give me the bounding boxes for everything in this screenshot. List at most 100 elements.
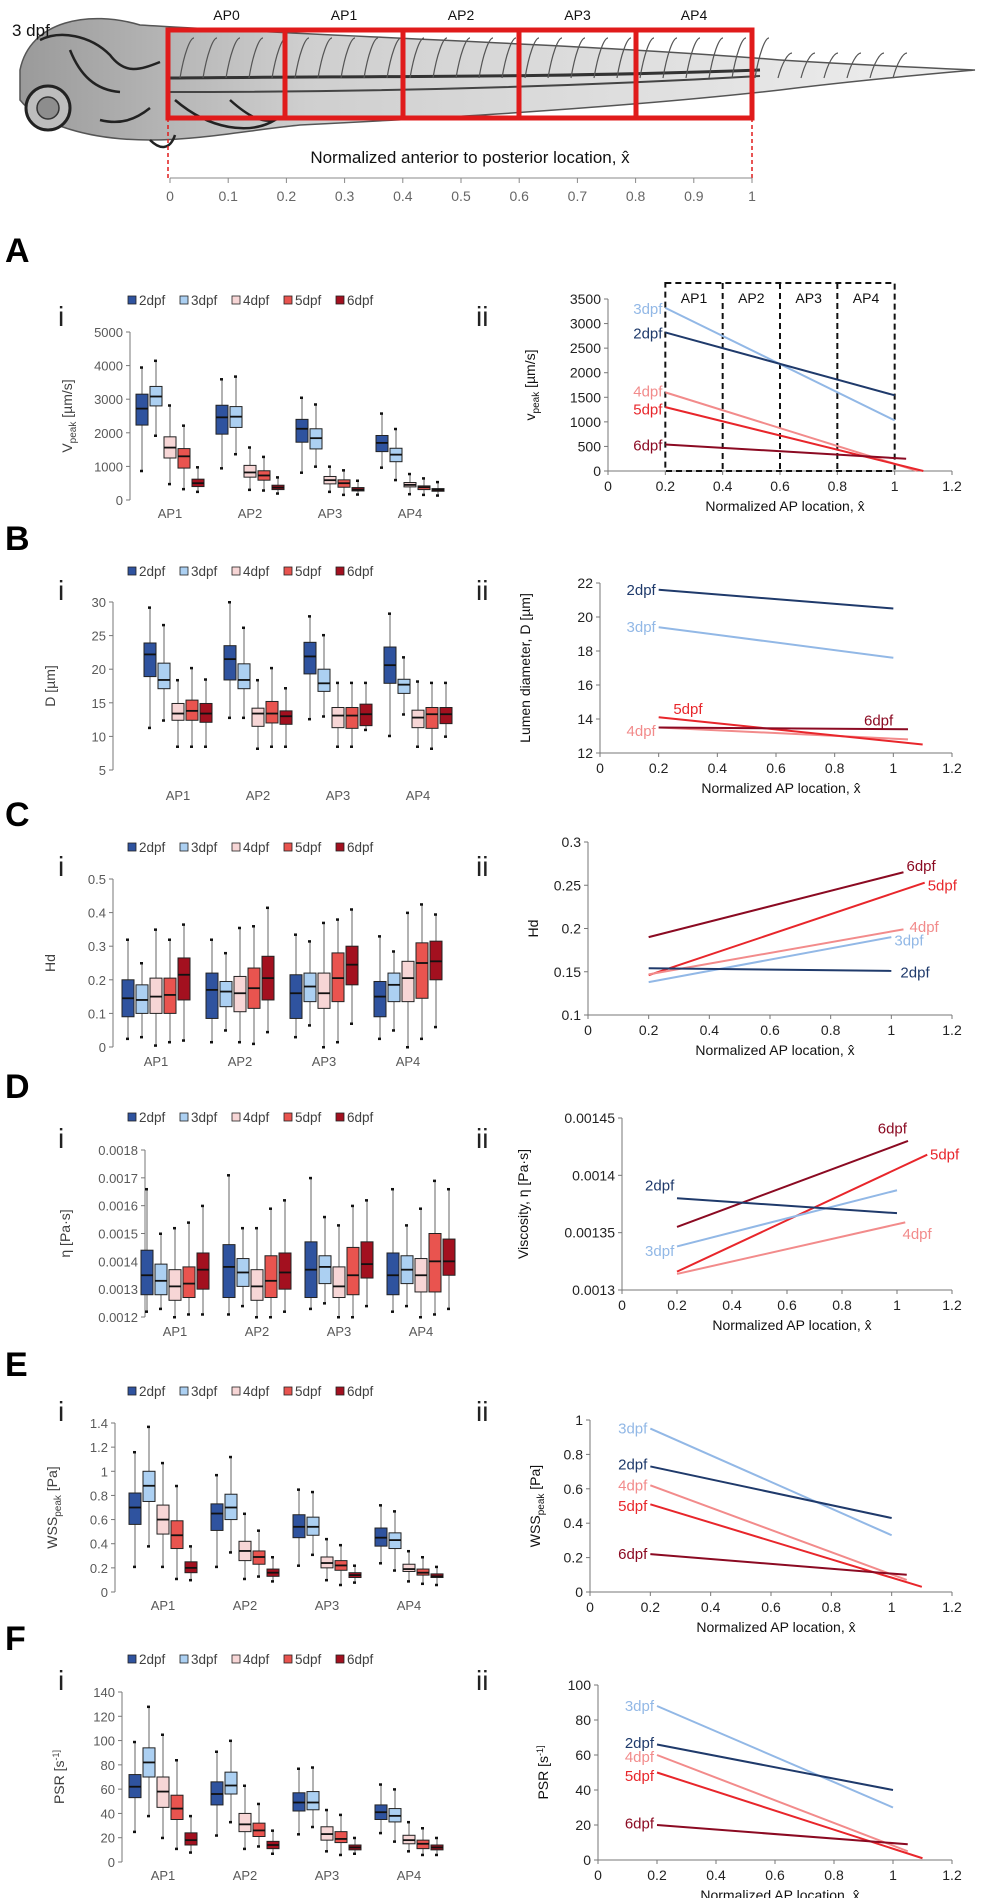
whisker-cap-max [351,1204,354,1208]
whisker-cap-min [308,1024,311,1027]
y-axis-label-rest: [Pa] [527,1465,543,1494]
intersegmental-vessel [639,37,655,79]
legend-label-4dpf: 4dpf [243,564,270,579]
whisker-cap-max [168,938,171,941]
series-label-2dpf: 2dpf [625,1735,655,1752]
box-3dpf-AP1 [142,1705,156,1818]
whisker-cap-max [444,681,447,685]
box-5dpf-AP1 [163,938,177,1044]
trend-line-2dpf [656,1743,894,1791]
series-label-6dpf: 6dpf [618,1546,648,1563]
subpanel-label: i [58,1123,64,1154]
box-4dpf-AP1 [149,928,163,1047]
whisker-cap-max [421,1555,424,1559]
box-5dpf-AP1 [177,424,191,491]
legend-label-4dpf: 4dpf [243,840,270,855]
boxplot-panel-F: Fi 2dpf 3dpf 4dpf 5dpf 6dpf 0 20 40 60 80 100 120 140… [5,1620,444,1883]
x-tick-label: 0.2 [639,1022,659,1038]
box-iqr [306,1791,320,1811]
box-4dpf-AP1 [163,404,177,486]
y-axis-label-rest: [µm/s] [59,379,75,421]
box-iqr [397,678,411,694]
x-tick-label: 0.6 [777,1297,797,1313]
whisker-cap-min [435,1583,438,1587]
whisker-cap-min [419,1316,422,1319]
whisker-cap-min [241,1304,244,1308]
whisker-cap-min [421,1582,424,1586]
trend-line-5dpf [676,1153,928,1273]
y-axis-label: Hd [525,920,541,938]
y-tick-label: 140 [93,1685,115,1700]
y-tick-label: 3000 [94,392,123,407]
whisker-cap-min [294,1035,297,1039]
series-label-5dpf: 5dpf [633,402,663,419]
whisker-cap-min [388,734,391,738]
y-tick-label: 1.2 [90,1440,108,1455]
whisker-cap-max [140,366,143,369]
whisker-cap-min [339,1583,342,1587]
whisker-cap-max [271,1829,274,1832]
box-iqr [182,1266,196,1299]
legend-swatch-5dpf [283,566,293,576]
whisker-cap-min [189,1851,192,1854]
box-4dpf-AP1 [168,1226,182,1319]
x-tick-label: 1 [889,760,897,776]
box-iqr [251,707,265,727]
box-iqr [135,393,149,426]
whisker-cap-min [379,1831,382,1835]
whisker-cap-max [154,359,157,363]
box-3dpf-AP3 [317,633,331,718]
series-label-2dpf: 2dpf [900,965,930,982]
whisker-cap-min [229,1551,232,1554]
whisker-cap-max [322,921,325,925]
x-tick-label: 0 [594,1867,602,1883]
x-tick-label: 0.4 [701,1599,721,1615]
box-6dpf-AP4 [430,1565,444,1587]
box-iqr [345,707,359,729]
box-iqr [279,710,293,725]
whisker-cap-min [266,1030,269,1034]
box-2dpf-AP3 [292,1767,306,1836]
box-5dpf-AP2 [252,1802,266,1848]
box-3dpf-AP3 [303,940,317,1027]
y-tick-label: 0.0014 [98,1254,138,1269]
box-4dpf-AP4 [414,1207,428,1319]
region-box-ap4 [633,27,755,121]
whisker-cap-max [393,1510,396,1513]
subpanel-label: ii [476,575,488,606]
intersegmental-vessel [363,37,379,79]
box-5dpf-AP3 [334,1543,348,1587]
whisker-cap-min [393,1569,396,1572]
y-tick-label: 14 [577,711,593,727]
whisker-cap-min [444,735,447,738]
box-6dpf-AP3 [351,479,365,496]
y-tick-label: 0 [583,1852,591,1868]
whisker-cap-min [161,1565,164,1569]
x-tick-label: 1 [891,478,899,494]
whisker-cap-min [269,1316,272,1319]
ap-region-label: AP3 [795,290,822,306]
category-label: AP3 [315,1598,340,1613]
whisker-cap-max [243,1512,246,1516]
box-iqr [331,707,345,729]
whisker-cap-max [419,1207,422,1210]
x-axis-label: Normalized AP location, x̂ [712,1317,871,1333]
box-2dpf-AP3 [295,396,309,474]
trend-line-3dpf [658,626,894,659]
box-3dpf-AP2 [229,375,243,456]
y-axis-label-rest: -1] [535,1745,545,1756]
intersegmental-vessel [478,37,494,79]
series-label-2dpf: 2dpf [633,325,663,342]
whisker-cap-max [430,681,433,685]
zebrafish-eye-lens [36,96,60,120]
y-tick-label: 0.15 [554,964,581,980]
panel-letter: A [5,232,30,270]
y-tick-label: 0.8 [564,1446,584,1462]
y-tick-label: 100 [568,1677,592,1693]
whisker-cap-max [380,412,383,415]
legend-label-4dpf: 4dpf [243,1652,270,1667]
whisker-cap-max [266,906,269,910]
whisker-cap-min [140,1035,143,1039]
box-5dpf-AP4 [428,1179,442,1316]
y-axis-label: Hd [42,954,58,972]
